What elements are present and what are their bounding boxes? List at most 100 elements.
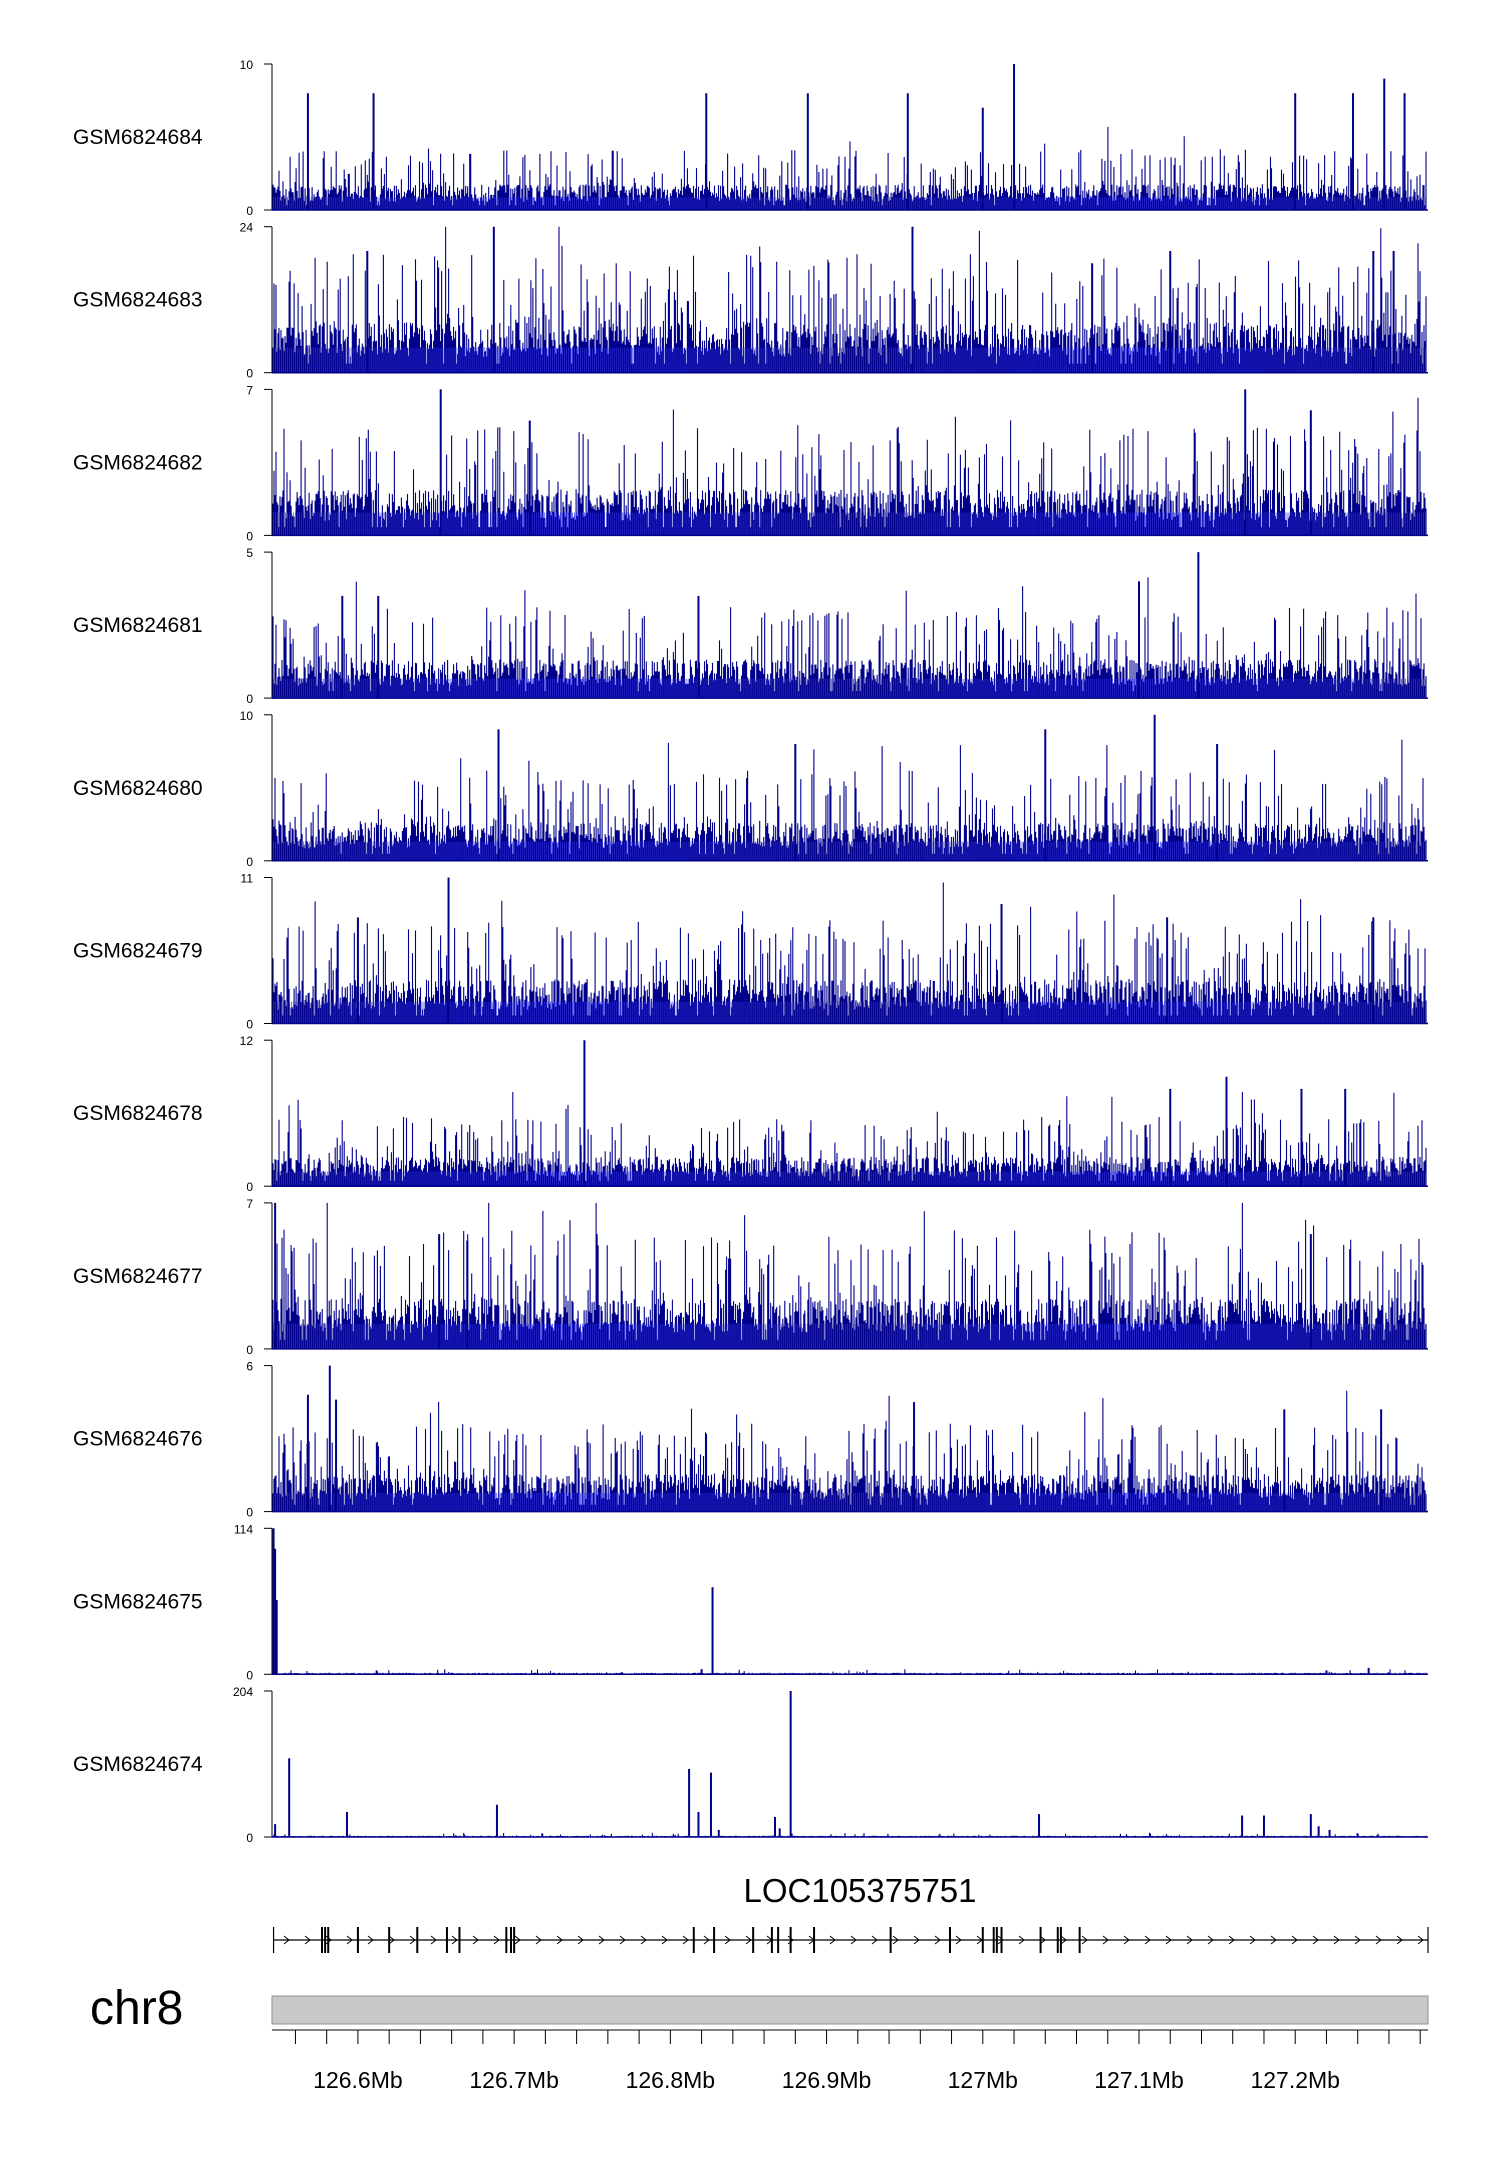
y-axis-max-label: 10 (240, 58, 254, 72)
strand-arrow (619, 1935, 626, 1945)
coverage-fill (273, 841, 1426, 861)
strand-arrow (409, 1935, 416, 1945)
coverage-fill (273, 1492, 1426, 1512)
strand-arrow (346, 1935, 353, 1945)
strand-arrow (598, 1935, 605, 1945)
y-axis-min-label: 0 (246, 855, 253, 869)
track-GSM6824678: GSM6824678 12 0 (73, 1034, 1428, 1194)
strand-arrow (829, 1935, 836, 1945)
strand-arrow (703, 1935, 710, 1945)
strand-arrow (955, 1935, 962, 1945)
strand-arrow (1081, 1935, 1088, 1945)
strand-arrow (577, 1935, 584, 1945)
coverage-fill (273, 1001, 1426, 1024)
track-GSM6824682: GSM6824682 7 0 (73, 383, 1428, 543)
strand-arrow (1102, 1935, 1109, 1945)
axis-tick-label: 126.8Mb (626, 2067, 716, 2093)
axis-tick-label: 127.1Mb (1094, 2067, 1184, 2093)
track-GSM6824674: GSM6824674 204 0 (73, 1685, 1428, 1845)
strand-arrow (1270, 1935, 1277, 1945)
chromosome-label: chr8 (90, 1982, 183, 2035)
track-label: GSM6824684 (73, 126, 203, 149)
strand-arrow (556, 1935, 563, 1945)
y-axis-max-label: 7 (246, 383, 253, 397)
strand-arrow (1060, 1935, 1067, 1945)
chromosome-ideogram (271, 1995, 1429, 2025)
y-axis-max-label: 12 (240, 1034, 254, 1048)
strand-arrow (1312, 1935, 1319, 1945)
coverage-signal (272, 1669, 1427, 1675)
strand-arrow (430, 1935, 437, 1945)
strand-arrow (1417, 1935, 1424, 1945)
strand-arrow (1354, 1935, 1361, 1945)
strand-arrow (388, 1935, 395, 1945)
strand-arrow (514, 1935, 521, 1945)
track-label: GSM6824682 (73, 451, 203, 474)
coverage-fill (273, 197, 1426, 210)
strand-arrow (1207, 1935, 1214, 1945)
track-label: GSM6824677 (73, 1265, 203, 1288)
y-axis-max-label: 114 (234, 1522, 253, 1536)
track-label: GSM6824675 (73, 1590, 203, 1613)
strand-arrow (367, 1935, 374, 1945)
strand-arrow (1039, 1935, 1046, 1945)
track-GSM6824684: GSM6824684 10 0 (73, 58, 1428, 218)
strand-arrow (661, 1935, 668, 1945)
strand-arrow (493, 1935, 500, 1945)
y-axis-min-label: 0 (246, 692, 253, 706)
strand-arrow (451, 1935, 458, 1945)
y-axis-max-label: 204 (233, 1685, 253, 1699)
coverage-fill (273, 678, 1426, 699)
strand-arrow (745, 1935, 752, 1945)
genome-axis: 126.6Mb 126.7Mb 126.8Mb 126.9Mb 127Mb 127.1Mb… (272, 2029, 1428, 2093)
strand-arrow (1165, 1935, 1172, 1945)
y-axis-min-label: 0 (246, 1831, 253, 1845)
gene-label: LOC105375751 (743, 1872, 976, 1909)
gene-track: LOC105375751 (272, 1872, 1429, 1953)
strand-arrow (1018, 1935, 1025, 1945)
y-axis-min-label: 0 (246, 367, 253, 381)
y-axis-min-label: 0 (246, 1506, 253, 1520)
track-GSM6824675: GSM6824675 114 0 (73, 1522, 1428, 1682)
coverage-fill (273, 1323, 1426, 1349)
strand-arrow (640, 1935, 647, 1945)
coverage-fill (273, 347, 1426, 373)
y-axis-max-label: 5 (246, 546, 253, 560)
strand-arrow (724, 1935, 731, 1945)
track-GSM6824683: GSM6824683 24 0 (73, 221, 1428, 381)
strand-arrow (892, 1935, 899, 1945)
track-label: GSM6824680 (73, 777, 203, 800)
strand-arrow (1144, 1935, 1151, 1945)
track-label: GSM6824681 (73, 614, 203, 637)
axis-tick-label: 127.2Mb (1250, 2067, 1340, 2093)
y-axis-max-label: 24 (240, 221, 254, 235)
coverage-tracks: GSM6824684100GSM6824683240GSM682468270GS… (73, 58, 1428, 1845)
track-GSM6824681: GSM6824681 5 0 (73, 546, 1428, 706)
strand-arrow (304, 1935, 311, 1945)
strand-arrow (850, 1935, 857, 1945)
strand-arrow (1333, 1935, 1340, 1945)
axis-tick-label: 126.9Mb (782, 2067, 872, 2093)
track-GSM6824679: GSM6824679 11 0 (73, 872, 1428, 1032)
axis-tick-label: 127Mb (948, 2067, 1018, 2093)
track-GSM6824676: GSM6824676 6 0 (73, 1360, 1428, 1520)
axis-tick-label: 126.6Mb (313, 2067, 403, 2093)
strand-arrow (472, 1935, 479, 1945)
strand-arrow (1375, 1935, 1382, 1945)
track-label: GSM6824674 (73, 1753, 203, 1776)
strand-arrow (871, 1935, 878, 1945)
y-axis-min-label: 0 (246, 529, 253, 543)
strand-arrow (1291, 1935, 1298, 1945)
strand-arrow (913, 1935, 920, 1945)
y-axis-min-label: 0 (246, 204, 253, 218)
strand-arrow (1249, 1935, 1256, 1945)
strand-arrow (934, 1935, 941, 1945)
strand-arrow (682, 1935, 689, 1945)
y-axis-min-label: 0 (246, 1343, 253, 1357)
strand-arrow (1396, 1935, 1403, 1945)
y-axis-min-label: 0 (246, 1668, 253, 1682)
y-axis-max-label: 6 (246, 1360, 253, 1374)
y-axis-max-label: 11 (241, 872, 254, 886)
track-label: GSM6824683 (73, 289, 203, 312)
